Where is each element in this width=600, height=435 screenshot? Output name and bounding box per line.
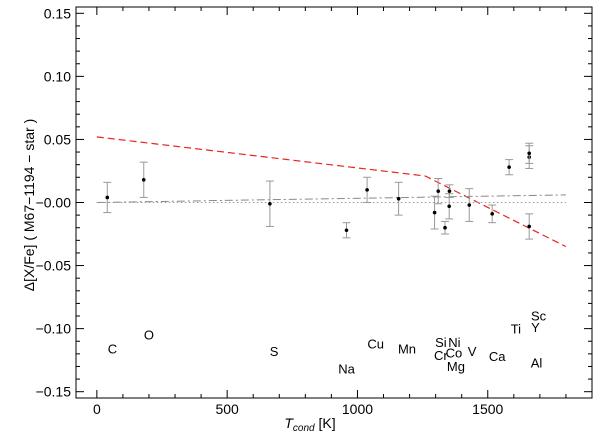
- element-label: Mg: [447, 359, 465, 374]
- model-line-dashed-red: [96, 136, 567, 248]
- element-label: Ni: [448, 335, 460, 350]
- point-marker: [447, 204, 451, 209]
- point-marker: [467, 203, 472, 207]
- element-label: S: [270, 344, 279, 359]
- data-point: [265, 180, 274, 227]
- y-tick-label: 0.10: [44, 68, 71, 84]
- data-point: [363, 176, 372, 203]
- data-point: [525, 213, 534, 240]
- y-tick-label: 0.15: [44, 5, 71, 21]
- element-label: Si: [435, 335, 447, 350]
- point-marker: [527, 224, 531, 229]
- point-marker: [432, 210, 437, 215]
- x-tick-label: 500: [215, 401, 239, 417]
- element-label: C: [108, 342, 117, 357]
- element-label: Sc: [531, 309, 547, 324]
- data-point: [430, 195, 439, 230]
- point-marker: [365, 188, 369, 192]
- element-label: Y: [531, 320, 540, 335]
- point-marker: [268, 201, 272, 206]
- data-point: [103, 181, 112, 214]
- data-point: [434, 178, 443, 205]
- point-marker: [447, 189, 452, 193]
- model-lines: [96, 136, 567, 248]
- x-axis-label-sub: cond: [293, 423, 315, 434]
- element-label: Ca: [489, 349, 506, 364]
- element-label: Cu: [367, 336, 384, 351]
- data-point: [445, 184, 454, 198]
- x-tick-label: 1500: [472, 401, 503, 417]
- element-label: Al: [531, 355, 543, 370]
- axis-ticks: 0 500 1000 1500 −0.15 −0.10 −0.05 −0.00 0.05 0.10…: [36, 5, 592, 417]
- y-tick-label: −0.05: [36, 258, 72, 274]
- point-marker: [436, 189, 441, 193]
- point-marker: [527, 151, 531, 156]
- y-tick-label: 0.05: [44, 131, 71, 147]
- x-tick-label: 0: [93, 401, 101, 417]
- data-point: [525, 142, 534, 164]
- point-marker: [141, 177, 146, 182]
- data-point: [139, 161, 148, 198]
- point-marker: [105, 195, 110, 200]
- y-tick-label: −0.10: [36, 321, 72, 337]
- data-point: [441, 220, 450, 235]
- x-tick-label: 1000: [342, 401, 373, 417]
- point-marker: [344, 228, 349, 233]
- element-label: O: [144, 328, 154, 343]
- data-point: [505, 159, 514, 176]
- y-tick-label: −0.15: [36, 384, 72, 400]
- data-points: [103, 142, 534, 240]
- model-line-dash-dot-gray: [96, 194, 566, 203]
- x-axis-label-main: T: [284, 415, 294, 431]
- x-axis-label: Tcond [K]: [284, 415, 335, 434]
- y-axis-label: Δ[X/Fe] ( M67−1194 − star ): [21, 119, 37, 292]
- data-point: [488, 204, 497, 224]
- point-marker: [443, 225, 447, 230]
- point-marker: [507, 165, 511, 169]
- point-marker: [396, 196, 401, 201]
- element-label: Na: [338, 362, 355, 377]
- point-marker: [490, 212, 494, 216]
- x-axis-label-unit: [K]: [315, 415, 336, 431]
- element-label: Mn: [398, 342, 416, 357]
- element-label: Cr: [434, 348, 448, 363]
- element-label: Co: [446, 345, 463, 360]
- data-point: [342, 222, 351, 239]
- y-tick-label: −0.00: [36, 195, 72, 211]
- element-label: Ti: [511, 321, 521, 336]
- data-point: [394, 181, 403, 216]
- data-point: [465, 188, 474, 222]
- element-label: V: [468, 344, 477, 359]
